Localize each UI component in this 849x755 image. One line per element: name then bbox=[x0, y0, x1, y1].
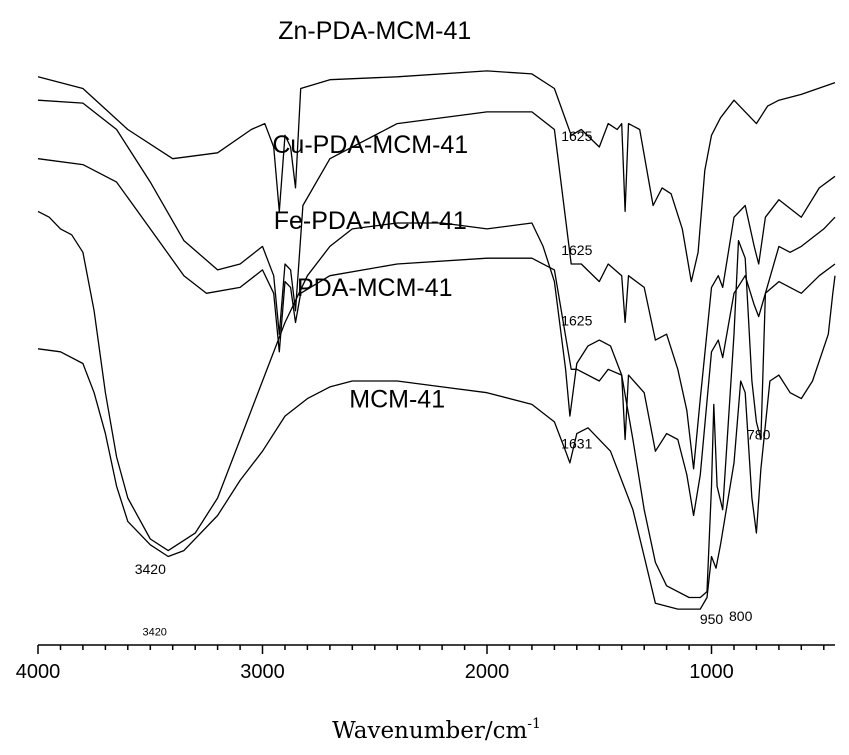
series-label-pda-mcm-41: PDA-MCM-41 bbox=[297, 274, 453, 302]
series-line-fe-pda-mcm-41 bbox=[37, 158, 836, 517]
peak-annotation-3420: 3420 bbox=[142, 627, 166, 639]
x-tick-label: 4000 bbox=[16, 661, 61, 683]
annotations-group: 1625 1625 1625 1631 780 3420 3420 950 800 bbox=[135, 128, 771, 638]
x-tick-label: 1000 bbox=[689, 661, 734, 683]
series-line-cu-pda-mcm-41 bbox=[37, 99, 836, 470]
peak-annotation-1625: 1625 bbox=[561, 312, 592, 328]
peak-annotation-800: 800 bbox=[729, 608, 753, 624]
peak-annotation-950: 950 bbox=[700, 611, 724, 627]
series-label-cu-pda-mcm-41: Cu-PDA-MCM-41 bbox=[272, 131, 468, 159]
peak-annotation-3420: 3420 bbox=[135, 561, 166, 577]
series-line-mcm-41 bbox=[37, 275, 836, 610]
x-axis-title: Wavenumber/cm-1 bbox=[332, 716, 541, 744]
series-label-mcm-41: MCM-41 bbox=[349, 385, 445, 413]
series-line-zn-pda-mcm-41 bbox=[37, 70, 836, 283]
x-tick-label: 2000 bbox=[465, 661, 510, 683]
peak-annotation-1631: 1631 bbox=[561, 435, 592, 451]
spectra-group bbox=[37, 70, 836, 610]
x-axis: 4000 3000 2000 1000 bbox=[16, 644, 835, 683]
series-label-zn-pda-mcm-41: Zn-PDA-MCM-41 bbox=[278, 17, 471, 45]
x-axis-title-superscript: -1 bbox=[527, 716, 541, 732]
x-axis-ticks: 4000 3000 2000 1000 bbox=[16, 645, 825, 683]
series-line-pda-mcm-41 bbox=[37, 210, 836, 599]
x-tick-label: 3000 bbox=[240, 661, 285, 683]
peak-annotation-1625: 1625 bbox=[561, 242, 592, 258]
series-labels-group: Zn-PDA-MCM-41 Cu-PDA-MCM-41 Fe-PDA-MCM-41 P… bbox=[272, 17, 471, 413]
peak-annotation-780: 780 bbox=[747, 427, 771, 443]
x-axis-title-text: Wavenumber/cm bbox=[332, 718, 527, 744]
series-label-fe-pda-mcm-41: Fe-PDA-MCM-41 bbox=[274, 207, 467, 235]
peak-annotation-1625: 1625 bbox=[561, 128, 592, 144]
